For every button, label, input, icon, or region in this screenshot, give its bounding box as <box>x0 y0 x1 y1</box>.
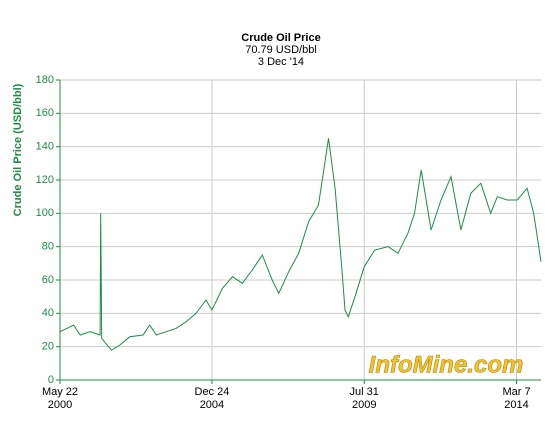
y-tick-label: 140 <box>36 141 54 153</box>
y-tick-label: 20 <box>42 341 54 353</box>
watermark: InfoMine.com <box>369 351 524 378</box>
y-tick-label: 0 <box>48 374 54 386</box>
y-tick-label: 80 <box>42 241 54 253</box>
x-tick-label: Mar 7 2014 <box>502 386 531 411</box>
y-axis-label: Crude Oil Price (USD/bbl) <box>12 83 24 216</box>
price-line <box>59 138 542 351</box>
chart-title: Crude Oil Price <box>241 32 320 44</box>
x-tick-label: May 22 2000 <box>41 386 79 411</box>
chart-subtitle: 70.79 USD/bbl <box>245 44 317 56</box>
x-tick-label: Dec 24 2004 <box>194 386 230 411</box>
y-tick-label: 180 <box>36 74 54 86</box>
y-tick-label: 40 <box>42 307 54 319</box>
chart-date: 3 Dec '14 <box>258 56 304 68</box>
y-tick-label: 160 <box>36 107 54 119</box>
y-tick-label: 120 <box>36 174 54 186</box>
x-tick-label: Jul 31 2009 <box>349 386 379 411</box>
y-tick-label: 100 <box>36 207 54 219</box>
y-tick-label: 60 <box>42 274 54 286</box>
